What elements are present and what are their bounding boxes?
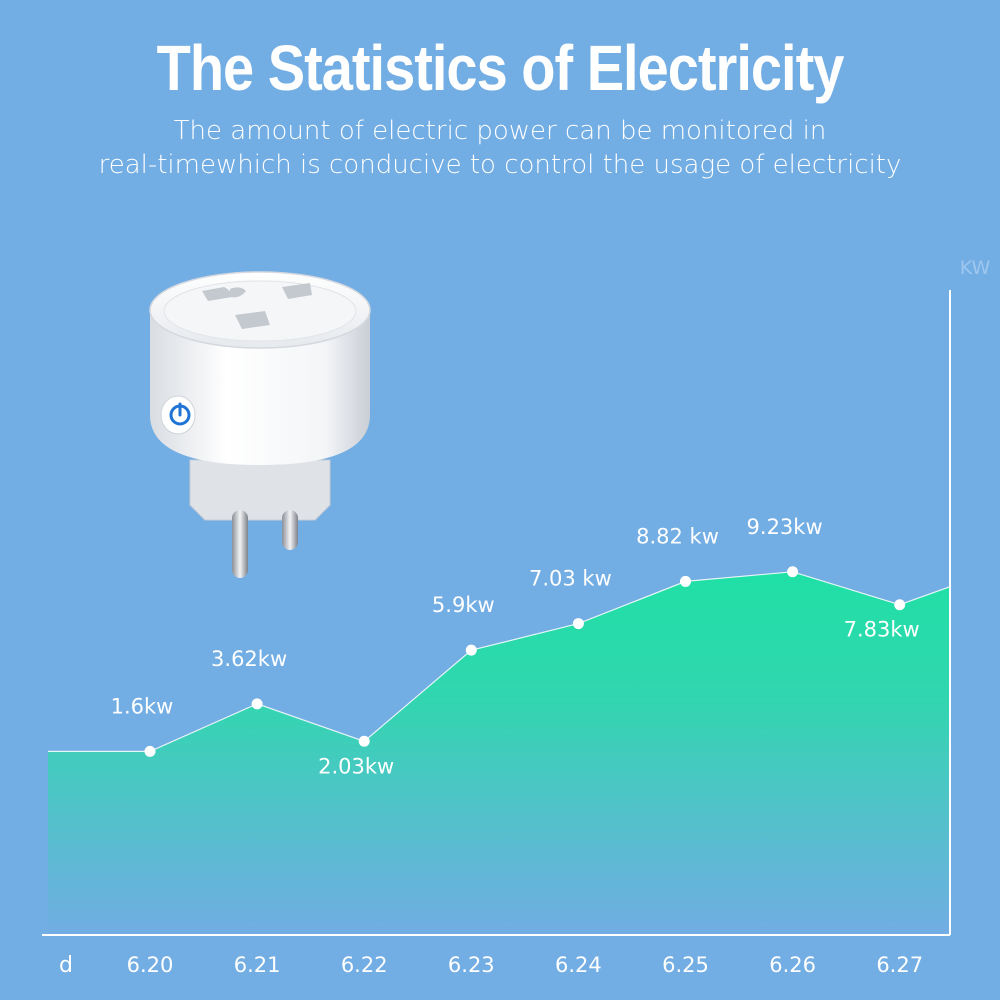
data-label: 7.03 kw	[529, 567, 612, 591]
data-label: 9.23kw	[747, 515, 823, 539]
data-point	[358, 735, 370, 747]
subtitle-line-2: real-timewhich is conducive to control t…	[98, 150, 902, 180]
data-label: 2.03kw	[318, 754, 394, 778]
area-fill	[48, 571, 950, 935]
data-point	[894, 599, 906, 611]
data-point	[144, 745, 156, 757]
data-label: 1.6kw	[111, 694, 174, 718]
subtitle-line-1: The amount of electric power can be moni…	[173, 116, 827, 146]
data-point	[680, 575, 691, 587]
data-point	[251, 698, 263, 710]
x-tick-label: 6.25	[662, 953, 709, 977]
data-label: 7.83kw	[844, 618, 920, 642]
data-point	[787, 566, 799, 578]
x-axis-label: d	[59, 953, 73, 978]
x-tick-label: 6.27	[876, 953, 923, 977]
data-label: 8.82 kw	[636, 524, 719, 548]
x-tick-label: 6.22	[341, 953, 388, 977]
x-tick-label: 6.26	[769, 953, 816, 977]
data-label: 3.62kw	[211, 647, 287, 671]
page-title: The Statistics of Electricity	[156, 31, 845, 104]
series-line	[48, 571, 951, 753]
data-label: 5.9kw	[432, 593, 495, 617]
x-tick-label: 6.21	[234, 953, 281, 977]
x-tick-label: 6.23	[448, 953, 495, 977]
y-axis-label: KW	[960, 257, 991, 279]
data-point	[465, 644, 477, 656]
x-tick-label: 6.20	[127, 953, 174, 977]
smart-plug-icon	[149, 271, 371, 578]
x-tick-label: 6.24	[555, 953, 602, 977]
data-point	[572, 618, 584, 630]
